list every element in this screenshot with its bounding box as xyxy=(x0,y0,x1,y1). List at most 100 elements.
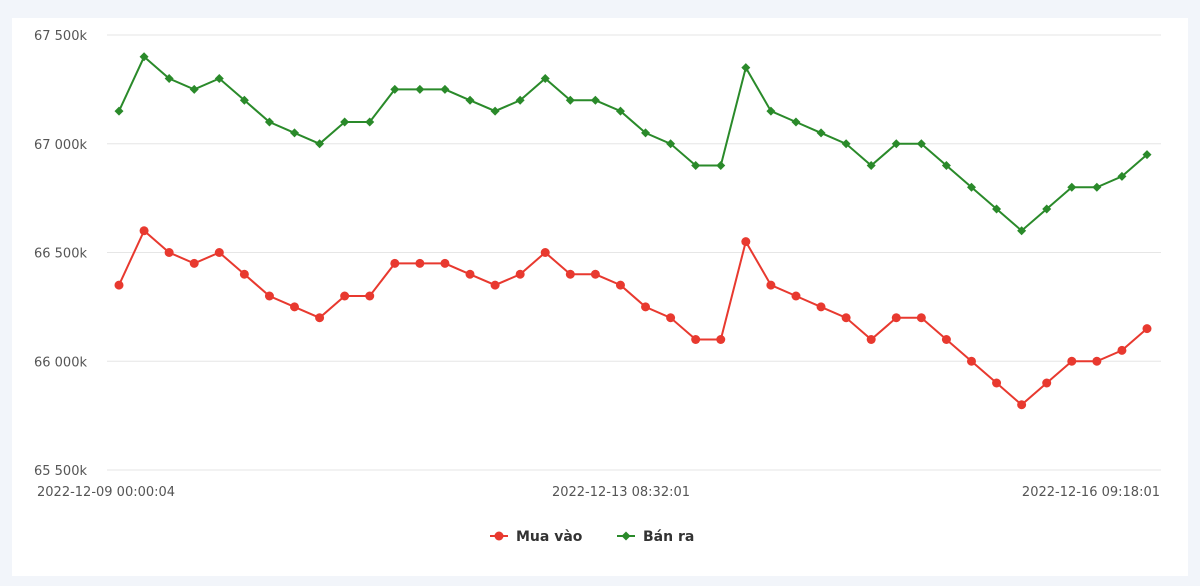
data-point[interactable] xyxy=(1067,356,1077,366)
data-point[interactable] xyxy=(691,335,701,344)
data-point[interactable] xyxy=(966,182,976,192)
data-point[interactable] xyxy=(565,95,575,105)
data-point[interactable] xyxy=(465,95,475,105)
data-point[interactable] xyxy=(540,248,550,257)
legend[interactable]: Mua vào Bán ra xyxy=(490,529,694,545)
data-point[interactable] xyxy=(716,335,726,344)
data-point[interactable] xyxy=(841,313,851,323)
data-point[interactable] xyxy=(214,74,224,83)
data-point[interactable] xyxy=(716,161,726,170)
data-point[interactable] xyxy=(791,291,801,301)
data-point[interactable] xyxy=(1117,171,1127,181)
y-tick-label: 67 500k xyxy=(34,29,87,44)
data-point[interactable] xyxy=(515,269,525,279)
data-point[interactable] xyxy=(841,139,851,149)
data-point[interactable] xyxy=(540,74,550,83)
data-point[interactable] xyxy=(1042,204,1052,214)
legend-marker-diamond xyxy=(621,531,631,541)
data-point[interactable] xyxy=(866,335,876,344)
data-point[interactable] xyxy=(415,258,425,268)
data-point[interactable] xyxy=(766,280,776,290)
data-point[interactable] xyxy=(340,117,350,127)
data-point[interactable] xyxy=(139,226,149,236)
data-point[interactable] xyxy=(941,161,951,170)
data-point[interactable] xyxy=(891,139,901,149)
data-point[interactable] xyxy=(891,313,901,323)
data-point[interactable] xyxy=(615,280,625,290)
data-point[interactable] xyxy=(365,291,375,301)
legend-item[interactable]: Bán ra xyxy=(617,529,694,545)
data-point[interactable] xyxy=(741,237,751,247)
y-tick-label: 66 000k xyxy=(34,355,87,370)
y-tick-label: 66 500k xyxy=(34,247,87,262)
data-point[interactable] xyxy=(766,106,776,116)
data-point[interactable] xyxy=(1067,182,1077,192)
data-point[interactable] xyxy=(214,248,224,257)
chart-card: 67 500k 67 000k 66 500k 66 000k 65 500k 2022… xyxy=(12,18,1188,576)
data-point[interactable] xyxy=(1017,400,1027,410)
data-point[interactable] xyxy=(390,258,400,268)
data-point[interactable] xyxy=(866,161,876,170)
data-point[interactable] xyxy=(239,269,249,279)
grid-lines xyxy=(107,34,1161,471)
data-point[interactable] xyxy=(1092,182,1102,192)
data-point[interactable] xyxy=(164,74,174,83)
data-point[interactable] xyxy=(315,139,325,149)
data-point[interactable] xyxy=(666,313,676,323)
data-point[interactable] xyxy=(1117,345,1127,355)
data-point[interactable] xyxy=(816,302,826,312)
data-point[interactable] xyxy=(490,106,500,116)
data-point[interactable] xyxy=(615,106,625,116)
data-point[interactable] xyxy=(415,84,425,94)
data-point[interactable] xyxy=(590,95,600,105)
data-point[interactable] xyxy=(114,106,124,116)
data-point[interactable] xyxy=(741,63,751,73)
data-point[interactable] xyxy=(666,139,676,149)
data-point[interactable] xyxy=(340,291,350,301)
legend-item[interactable]: Mua vào xyxy=(490,529,583,545)
data-point[interactable] xyxy=(641,302,651,312)
data-point[interactable] xyxy=(1142,324,1152,334)
line-chart: 67 500k 67 000k 66 500k 66 000k 65 500k 2022… xyxy=(34,29,1161,545)
x-tick-label: 2022-12-13 08:32:01 xyxy=(552,485,690,500)
data-point[interactable] xyxy=(114,280,124,290)
data-point[interactable] xyxy=(390,84,400,94)
data-point[interactable] xyxy=(440,258,450,268)
data-point[interactable] xyxy=(164,248,174,257)
data-point[interactable] xyxy=(816,128,826,138)
data-point[interactable] xyxy=(189,258,199,268)
data-point[interactable] xyxy=(916,313,926,323)
data-point[interactable] xyxy=(992,204,1002,214)
data-point[interactable] xyxy=(565,269,575,279)
data-point[interactable] xyxy=(941,335,951,344)
data-point[interactable] xyxy=(1017,226,1027,236)
data-point[interactable] xyxy=(264,291,274,301)
data-point[interactable] xyxy=(315,313,325,323)
data-point[interactable] xyxy=(966,356,976,366)
series-mua-vao xyxy=(114,226,1152,410)
data-point[interactable] xyxy=(239,95,249,105)
data-point[interactable] xyxy=(691,161,701,170)
data-point[interactable] xyxy=(264,117,274,127)
data-point[interactable] xyxy=(1042,378,1052,388)
data-point[interactable] xyxy=(641,128,651,138)
data-point[interactable] xyxy=(139,52,149,62)
data-point[interactable] xyxy=(916,139,926,149)
data-point[interactable] xyxy=(290,302,300,312)
data-point[interactable] xyxy=(515,95,525,105)
legend-marker-circle xyxy=(494,531,504,541)
data-point[interactable] xyxy=(992,378,1002,388)
data-point[interactable] xyxy=(365,117,375,127)
series-ban-ra xyxy=(114,52,1152,236)
data-point[interactable] xyxy=(590,269,600,279)
series-line xyxy=(118,55,1148,233)
data-point[interactable] xyxy=(189,84,199,94)
data-point[interactable] xyxy=(1142,150,1152,160)
data-point[interactable] xyxy=(440,84,450,94)
data-point[interactable] xyxy=(465,269,475,279)
data-point[interactable] xyxy=(1092,356,1102,366)
data-point[interactable] xyxy=(490,280,500,290)
data-point[interactable] xyxy=(290,128,300,138)
y-tick-label: 67 000k xyxy=(34,138,87,153)
data-point[interactable] xyxy=(791,117,801,127)
